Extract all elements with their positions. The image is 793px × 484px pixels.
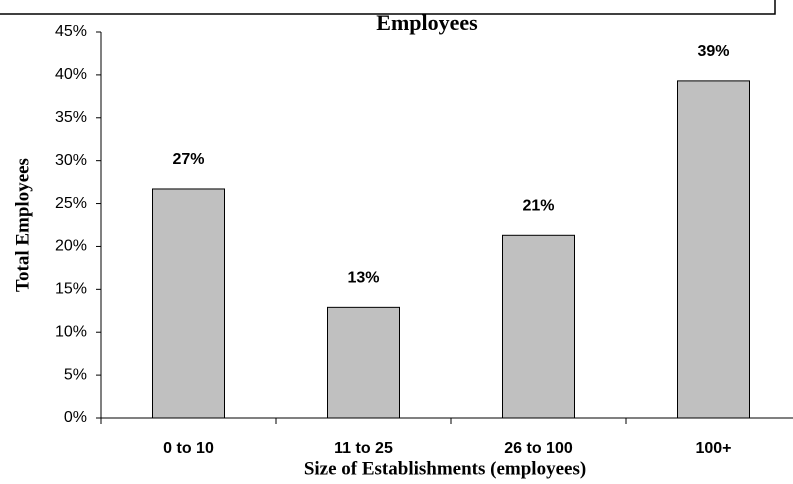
x-tick-label: 26 to 100 (504, 440, 573, 457)
y-tick-label: 25% (55, 195, 87, 212)
data-label: 27% (172, 151, 204, 168)
data-label: 21% (522, 198, 554, 215)
y-tick-label: 35% (55, 109, 87, 126)
y-tick-label: 5% (64, 366, 87, 383)
chart-title: Employees (376, 10, 478, 35)
bar (152, 188, 225, 419)
y-tick-label: 40% (55, 66, 87, 83)
x-tick-label: 0 to 10 (163, 440, 214, 457)
y-tick-label: 45% (55, 23, 87, 40)
y-axis-label: Total Employees (12, 158, 33, 292)
y-tick-label: 0% (64, 409, 87, 426)
data-label: 39% (697, 43, 729, 60)
bar (502, 234, 575, 419)
bar (677, 80, 750, 419)
x-tick-label: 11 to 25 (334, 440, 393, 457)
x-axis-label: Size of Establishments (employees) (304, 458, 586, 479)
y-tick-label: 15% (55, 281, 87, 298)
y-tick-label: 30% (55, 152, 87, 169)
y-tick-label: 20% (55, 238, 87, 255)
data-label: 13% (347, 270, 379, 287)
y-tick-label: 10% (55, 323, 87, 340)
bar (327, 306, 400, 419)
x-tick-label: 100+ (695, 440, 731, 457)
frame (0, 0, 776, 15)
